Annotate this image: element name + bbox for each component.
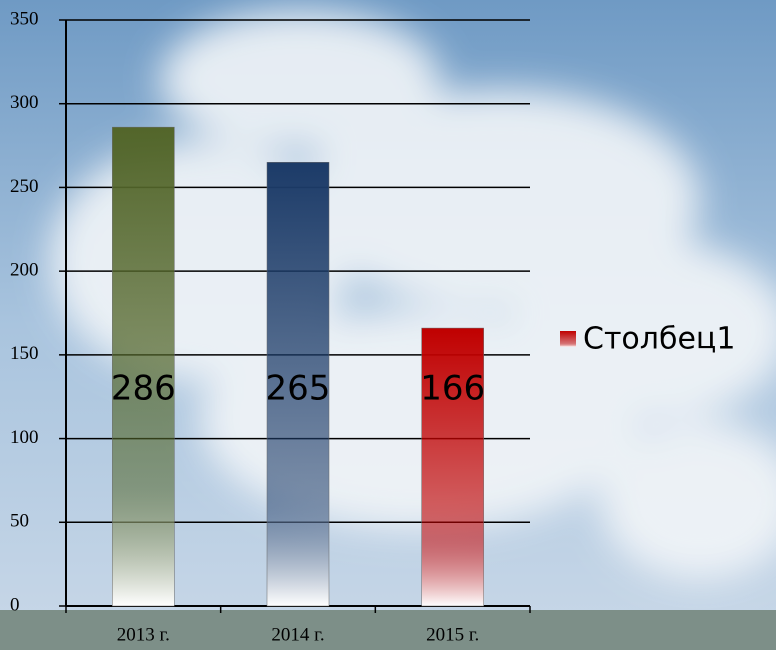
y-tick-label: 150 xyxy=(10,343,39,364)
x-tick-label: 2013 г. xyxy=(117,624,170,645)
chart: 0 50 100 150 200 250 300 350 286 265 166 Столбец1 20… xyxy=(0,0,776,650)
data-label: 166 xyxy=(420,369,485,409)
y-tick-label: 50 xyxy=(10,511,29,532)
x-tick-label: 2015 г. xyxy=(426,624,479,645)
legend-swatch xyxy=(560,331,576,347)
data-label: 286 xyxy=(111,369,176,409)
y-tick-label: 0 xyxy=(10,594,20,615)
x-tick-label: 2014 г. xyxy=(271,624,324,645)
y-tick-label: 200 xyxy=(10,260,39,281)
y-tick-label: 250 xyxy=(10,176,39,197)
y-tick-label: 100 xyxy=(10,427,39,448)
data-label: 265 xyxy=(266,369,331,409)
bar xyxy=(112,127,174,606)
page: {"chart_data": {"type": "bar", "categori… xyxy=(0,0,776,650)
y-tick-label: 300 xyxy=(10,92,39,113)
y-tick-label: 350 xyxy=(10,8,39,29)
legend-label: Столбец1 xyxy=(583,322,735,357)
